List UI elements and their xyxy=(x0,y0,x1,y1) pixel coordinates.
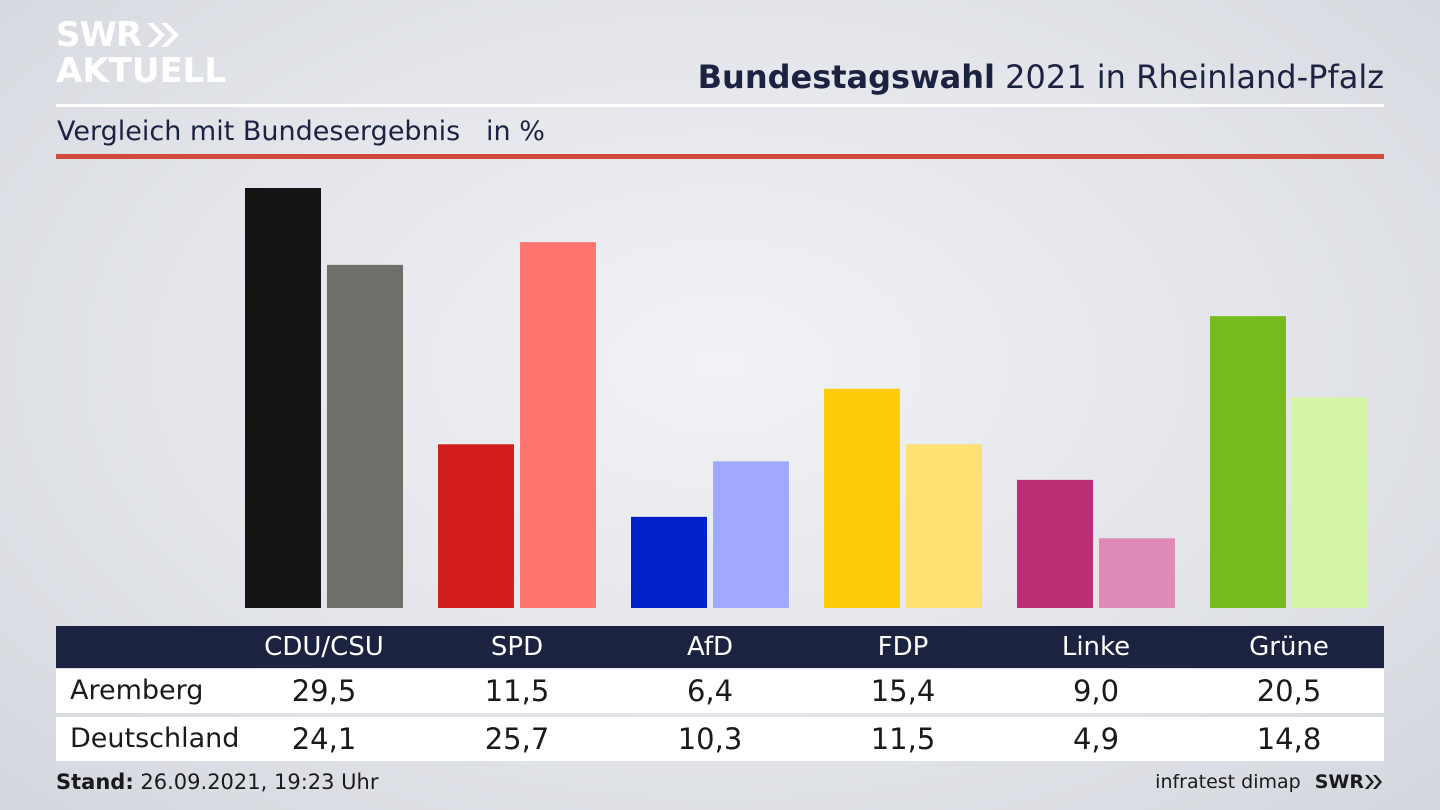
table-header: CDU/CSU SPD AfD FDP Linke Grüne xyxy=(56,626,1384,668)
title-rest: 2021 in Rheinland-Pfalz xyxy=(995,58,1384,96)
logo-line2: AKTUELL xyxy=(56,51,227,91)
logo-line1: SWR xyxy=(56,15,142,55)
page-title: Bundestagswahl 2021 in Rheinland-Pfalz xyxy=(698,58,1384,96)
column-header: FDP xyxy=(877,632,929,662)
table-cell: 9,0 xyxy=(1072,674,1120,708)
table-cell: 11,5 xyxy=(484,674,550,708)
table-cell: 10,3 xyxy=(677,722,743,756)
bar-fdp-aremberg xyxy=(824,388,900,608)
swr-footer-text: SWR xyxy=(1314,771,1364,793)
bar-gr-ne-aremberg xyxy=(1210,316,1286,608)
double-chevron-icon xyxy=(145,21,181,49)
swr-aktuell-logo: SWR AKTUELL xyxy=(56,18,226,88)
table-cell: 14,8 xyxy=(1256,722,1322,756)
column-header: SPD xyxy=(490,632,544,662)
bar-afd-aremberg xyxy=(631,516,707,608)
table-cell: 20,5 xyxy=(1256,674,1322,708)
bar-linke-deutschland xyxy=(1099,538,1175,608)
column-header: Grüne xyxy=(1249,632,1329,662)
table-cell: 29,5 xyxy=(291,674,357,708)
header-divider xyxy=(56,104,1384,107)
table-row: Aremberg 29,5 11,5 6,4 15,4 9,0 20,5 xyxy=(56,669,1384,713)
chart-subtitle: Vergleich mit Bundesergebnis in % xyxy=(57,116,545,147)
double-chevron-icon xyxy=(1365,775,1382,789)
stand-label: Stand: xyxy=(56,770,134,794)
row-label: Deutschland xyxy=(70,723,240,754)
bar-chart xyxy=(245,188,1368,609)
table-cell: 4,9 xyxy=(1072,722,1120,756)
title-bold: Bundestagswahl xyxy=(697,58,995,96)
column-header: CDU/CSU xyxy=(264,632,384,662)
column-header: AfD xyxy=(686,632,734,662)
stand-value: 26.09.2021, 19:23 Uhr xyxy=(133,770,379,794)
bar-spd-deutschland xyxy=(520,242,596,609)
accent-divider xyxy=(56,154,1384,159)
timestamp: Stand: 26.09.2021, 19:23 Uhr xyxy=(56,770,379,794)
table-row: Deutschland 24,1 25,7 10,3 11,5 4,9 14,8 xyxy=(56,717,1384,761)
bar-fdp-deutschland xyxy=(906,444,982,608)
bar-cdu-csu-deutschland xyxy=(327,264,403,608)
bar-spd-aremberg xyxy=(438,444,514,608)
bar-afd-deutschland xyxy=(713,461,789,608)
source-credit: infratest dimap SWR xyxy=(1155,771,1384,793)
swr-footer-logo: SWR xyxy=(1315,771,1384,793)
table-cell: 25,7 xyxy=(484,722,550,756)
bar-gr-ne-deutschland xyxy=(1292,397,1368,608)
table-cell: 15,4 xyxy=(870,674,936,708)
bar-cdu-csu-aremberg xyxy=(245,188,321,608)
table-cell: 6,4 xyxy=(686,674,734,708)
row-label: Aremberg xyxy=(70,675,204,706)
table-cell: 24,1 xyxy=(291,722,357,756)
bar-linke-aremberg xyxy=(1017,479,1093,608)
source-label: infratest dimap xyxy=(1155,771,1301,793)
table-cell: 11,5 xyxy=(870,722,936,756)
column-header: Linke xyxy=(1061,632,1131,662)
